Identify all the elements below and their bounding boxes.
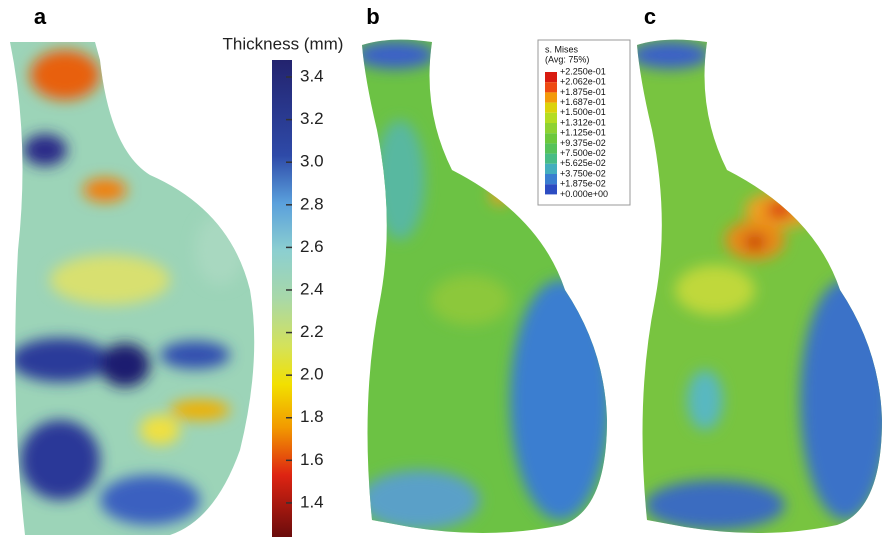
colorbar-tick-label: 3.0 [300, 152, 324, 171]
colorbar-tick-label: 1.6 [300, 450, 324, 469]
legend-swatch [545, 154, 557, 164]
legend-label: +2.062e-01 [560, 77, 606, 87]
legend-label: +5.625e-02 [560, 158, 606, 168]
legend-label: +0.000e+00 [560, 189, 608, 199]
legend-label: +1.125e-01 [560, 128, 606, 138]
colorbar-tick-label: 2.6 [300, 237, 324, 256]
legend-swatch [545, 184, 557, 194]
colorbar [272, 60, 292, 537]
colorbar-title: Thickness (mm) [223, 34, 344, 53]
colorbar-tick-label: 3.2 [300, 109, 324, 128]
colorbar-tick-label: 3.4 [300, 67, 324, 86]
legend-subtitle: (Avg: 75%) [545, 54, 589, 64]
legend-title: s. Mises [545, 44, 579, 54]
figure: a b c Thickness (mm) 3.4 3.2 3.0 2.8 2.6 2.4 2… [0, 0, 889, 540]
colorbar-tick-label: 2.8 [300, 194, 324, 213]
thickness-map [0, 40, 260, 540]
legend-label: +7.500e-02 [560, 148, 606, 158]
colorbar-tick-label: 2.0 [300, 365, 324, 384]
legend-swatch [545, 92, 557, 102]
legend-label: +1.687e-01 [560, 97, 606, 107]
colorbar-tick-label: 1.4 [300, 492, 324, 511]
legend-swatch [545, 164, 557, 174]
legend-swatch [545, 133, 557, 143]
legend-label: +3.750e-02 [560, 168, 606, 178]
legend-swatch [545, 82, 557, 92]
legend-label: +1.875e-02 [560, 179, 606, 189]
colorbar-tick-label: 2.4 [300, 279, 324, 298]
panel-label: b [366, 4, 379, 29]
legend-label: +1.875e-01 [560, 87, 606, 97]
legend-label: +1.312e-01 [560, 117, 606, 127]
legend-swatch [545, 103, 557, 113]
panel-label: c [644, 4, 656, 29]
legend-swatch [545, 113, 557, 123]
colorbar-tick-label: 2.2 [300, 322, 324, 341]
panel-label: a [34, 4, 47, 29]
legend-label: +1.500e-01 [560, 107, 606, 117]
stress-map [625, 30, 889, 540]
legend-swatch [545, 143, 557, 153]
legend-label: +9.375e-02 [560, 138, 606, 148]
legend-swatch [545, 174, 557, 184]
legend-swatch [545, 72, 557, 82]
legend-label: +2.250e-01 [560, 66, 606, 76]
legend-swatch [545, 123, 557, 133]
colorbar-tick-label: 1.8 [300, 407, 324, 426]
